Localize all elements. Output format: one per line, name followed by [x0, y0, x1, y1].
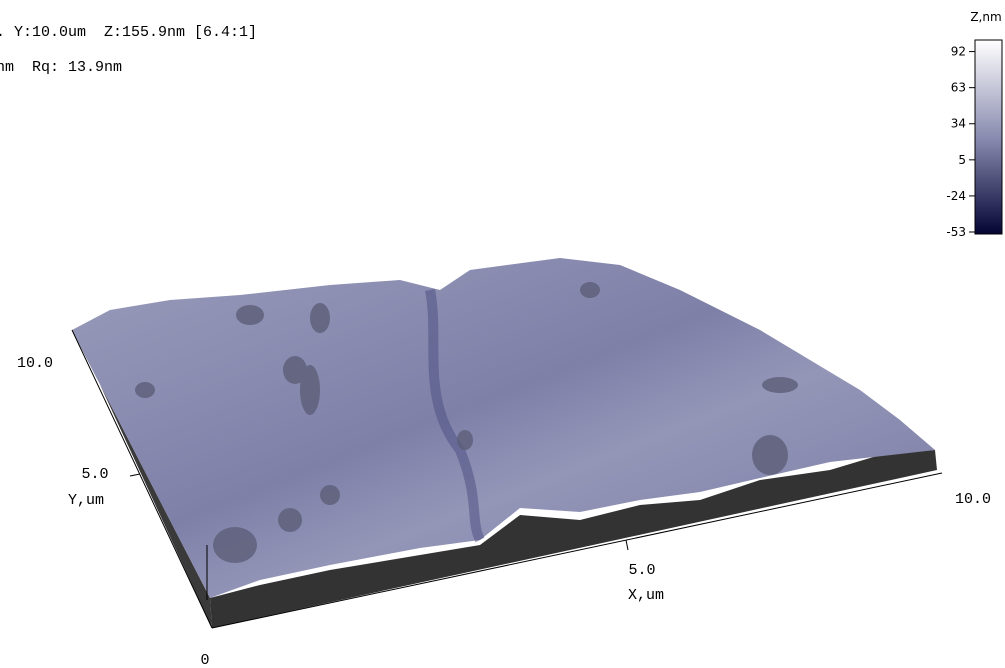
y-axis-label: Y,um [68, 492, 104, 509]
colorbar-tick-label: 34 [951, 117, 966, 131]
colorbar-tick-label: 63 [951, 81, 966, 95]
header-line: nm Rq: 13.9nm [0, 59, 122, 76]
header-line: . Y:10.0um Z:155.9nm [6.4:1] [0, 24, 257, 41]
surface [72, 258, 937, 628]
colorbar-tick-label: -24 [946, 189, 966, 203]
y-tick-label: 5.0 [81, 466, 108, 483]
afm-view: . Y:10.0um Z:155.9nm [6.4:1] nm Rq: 13.9… [0, 0, 1005, 668]
y-tick-label: 10.0 [17, 355, 53, 372]
x-tick-label: 5.0 [628, 562, 655, 579]
colorbar: Z,nm [970, 10, 1002, 234]
origin-label: 0 [200, 652, 209, 668]
colorbar-tick-label: 92 [951, 45, 966, 59]
x-tick [626, 540, 628, 550]
colorbar-scale [975, 40, 1002, 234]
y-tick [130, 474, 140, 476]
colorbar-tick-label: -53 [946, 225, 966, 239]
x-axis-label: X,um [628, 587, 664, 604]
x-tick-label: 10.0 [955, 491, 991, 508]
colorbar-tick-label: 5 [958, 153, 966, 167]
colorbar-title: Z,nm [970, 10, 1001, 24]
